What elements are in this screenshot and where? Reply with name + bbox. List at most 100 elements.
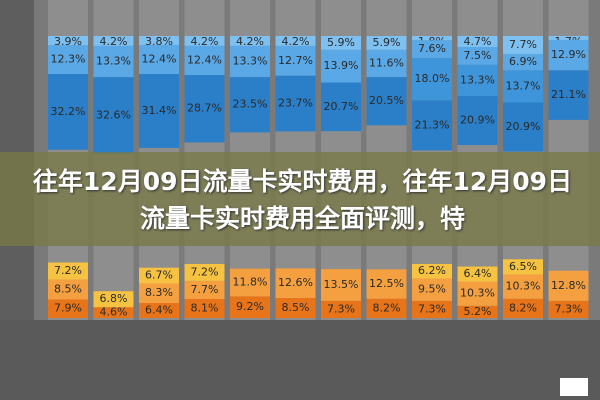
value-label: 20.5% bbox=[369, 94, 404, 107]
value-label: 13.7% bbox=[506, 79, 541, 92]
bar-segment bbox=[457, 95, 498, 146]
bar-segment bbox=[230, 36, 270, 46]
bar-segment bbox=[139, 302, 179, 318]
value-label: 13.3% bbox=[96, 54, 131, 67]
bar-segment bbox=[548, 270, 589, 301]
bar-segment bbox=[321, 36, 361, 50]
bar-segment bbox=[93, 291, 134, 308]
value-label: 10.3% bbox=[506, 280, 541, 293]
bar-segment bbox=[139, 36, 179, 45]
bar-segment bbox=[412, 36, 452, 41]
value-label: 6.5% bbox=[509, 260, 537, 273]
bar-segment bbox=[230, 268, 270, 297]
bar-segment bbox=[275, 75, 316, 132]
bar-segment bbox=[48, 36, 88, 46]
value-label: 7.3% bbox=[418, 302, 446, 315]
value-label: 18.0% bbox=[415, 72, 450, 85]
bar-segment bbox=[139, 44, 179, 75]
value-label: 8.1% bbox=[191, 301, 219, 314]
bar-segment bbox=[503, 70, 543, 103]
bar-segment bbox=[184, 298, 225, 318]
value-label: 7.9% bbox=[54, 302, 82, 315]
value-label: 13.3% bbox=[460, 73, 495, 86]
value-label: 7.7% bbox=[509, 38, 537, 51]
bar-segment bbox=[48, 45, 88, 75]
bar-segment bbox=[93, 36, 134, 46]
bar-segment bbox=[48, 74, 88, 150]
bar-segment bbox=[548, 36, 589, 40]
bar-segment bbox=[548, 39, 589, 71]
value-label: 7.3% bbox=[555, 302, 583, 315]
value-label: 20.7% bbox=[324, 100, 359, 113]
value-label: 11.6% bbox=[369, 56, 404, 69]
bar-segment bbox=[275, 298, 316, 318]
bar-segment bbox=[412, 278, 452, 301]
bar-segment bbox=[275, 268, 316, 299]
value-label: 7.5% bbox=[464, 49, 492, 62]
bar-segment bbox=[184, 263, 225, 281]
value-label: 8.5% bbox=[54, 282, 82, 295]
value-label: 4.2% bbox=[236, 35, 264, 48]
bar-segment bbox=[366, 298, 407, 318]
bar-segment bbox=[503, 274, 543, 299]
value-label: 8.2% bbox=[373, 301, 401, 314]
bar-segment bbox=[93, 307, 134, 318]
bar-segment bbox=[366, 77, 407, 126]
bar-segment bbox=[184, 75, 225, 143]
bar-segment bbox=[412, 100, 452, 151]
bar-segment bbox=[548, 70, 589, 120]
value-label: 7.2% bbox=[54, 264, 82, 277]
bar-segment bbox=[503, 259, 543, 275]
bar-segment bbox=[184, 280, 225, 299]
bar-segment bbox=[321, 49, 361, 83]
bar-segment bbox=[321, 300, 361, 318]
value-label: 21.3% bbox=[415, 118, 450, 131]
value-label: 12.5% bbox=[369, 277, 404, 290]
value-label: 6.7% bbox=[145, 269, 173, 282]
value-label: 8.2% bbox=[509, 301, 537, 314]
value-label: 4.2% bbox=[282, 35, 310, 48]
value-label: 7.6% bbox=[418, 42, 446, 55]
value-label: 12.9% bbox=[551, 48, 586, 61]
value-label: 9.5% bbox=[418, 283, 446, 296]
value-label: 23.7% bbox=[278, 97, 313, 110]
value-label: 23.5% bbox=[233, 98, 268, 111]
value-label: 12.3% bbox=[51, 53, 86, 66]
value-label: 5.9% bbox=[327, 36, 355, 49]
value-label: 5.9% bbox=[373, 36, 401, 49]
bar-segment bbox=[412, 300, 452, 318]
value-label: 13.3% bbox=[233, 54, 268, 67]
value-label: 10.3% bbox=[460, 287, 495, 300]
bar-segment bbox=[275, 36, 316, 46]
bar-segment bbox=[457, 305, 498, 318]
value-label: 28.7% bbox=[187, 102, 222, 115]
bar-segment bbox=[48, 299, 88, 318]
bar-segment bbox=[366, 269, 407, 299]
value-label: 3.8% bbox=[145, 35, 173, 48]
bar-segment bbox=[139, 267, 179, 284]
bar-segment bbox=[321, 82, 361, 132]
value-label: 3.9% bbox=[54, 35, 82, 48]
banner bbox=[0, 152, 600, 246]
bar-segment bbox=[321, 269, 361, 301]
value-label: 6.4% bbox=[145, 303, 173, 316]
value-label: 13.5% bbox=[324, 278, 359, 291]
bar-segment bbox=[366, 36, 407, 50]
value-label: 20.9% bbox=[506, 120, 541, 133]
bar-segment bbox=[139, 74, 179, 148]
bar-segment bbox=[230, 45, 270, 78]
bar-segment bbox=[457, 266, 498, 282]
bar-segment bbox=[48, 262, 88, 280]
bar-segment bbox=[275, 45, 316, 76]
footer-area bbox=[0, 320, 600, 400]
value-label: 31.4% bbox=[142, 104, 177, 117]
value-label: 32.2% bbox=[51, 105, 86, 118]
bar-segment bbox=[457, 47, 498, 65]
value-label: 12.6% bbox=[278, 276, 313, 289]
value-label: 12.4% bbox=[142, 53, 177, 66]
bar-segment bbox=[230, 77, 270, 133]
value-label: 6.2% bbox=[418, 264, 446, 277]
icon bbox=[560, 378, 588, 396]
value-label: 20.9% bbox=[460, 113, 495, 126]
value-label: 32.6% bbox=[96, 108, 131, 121]
